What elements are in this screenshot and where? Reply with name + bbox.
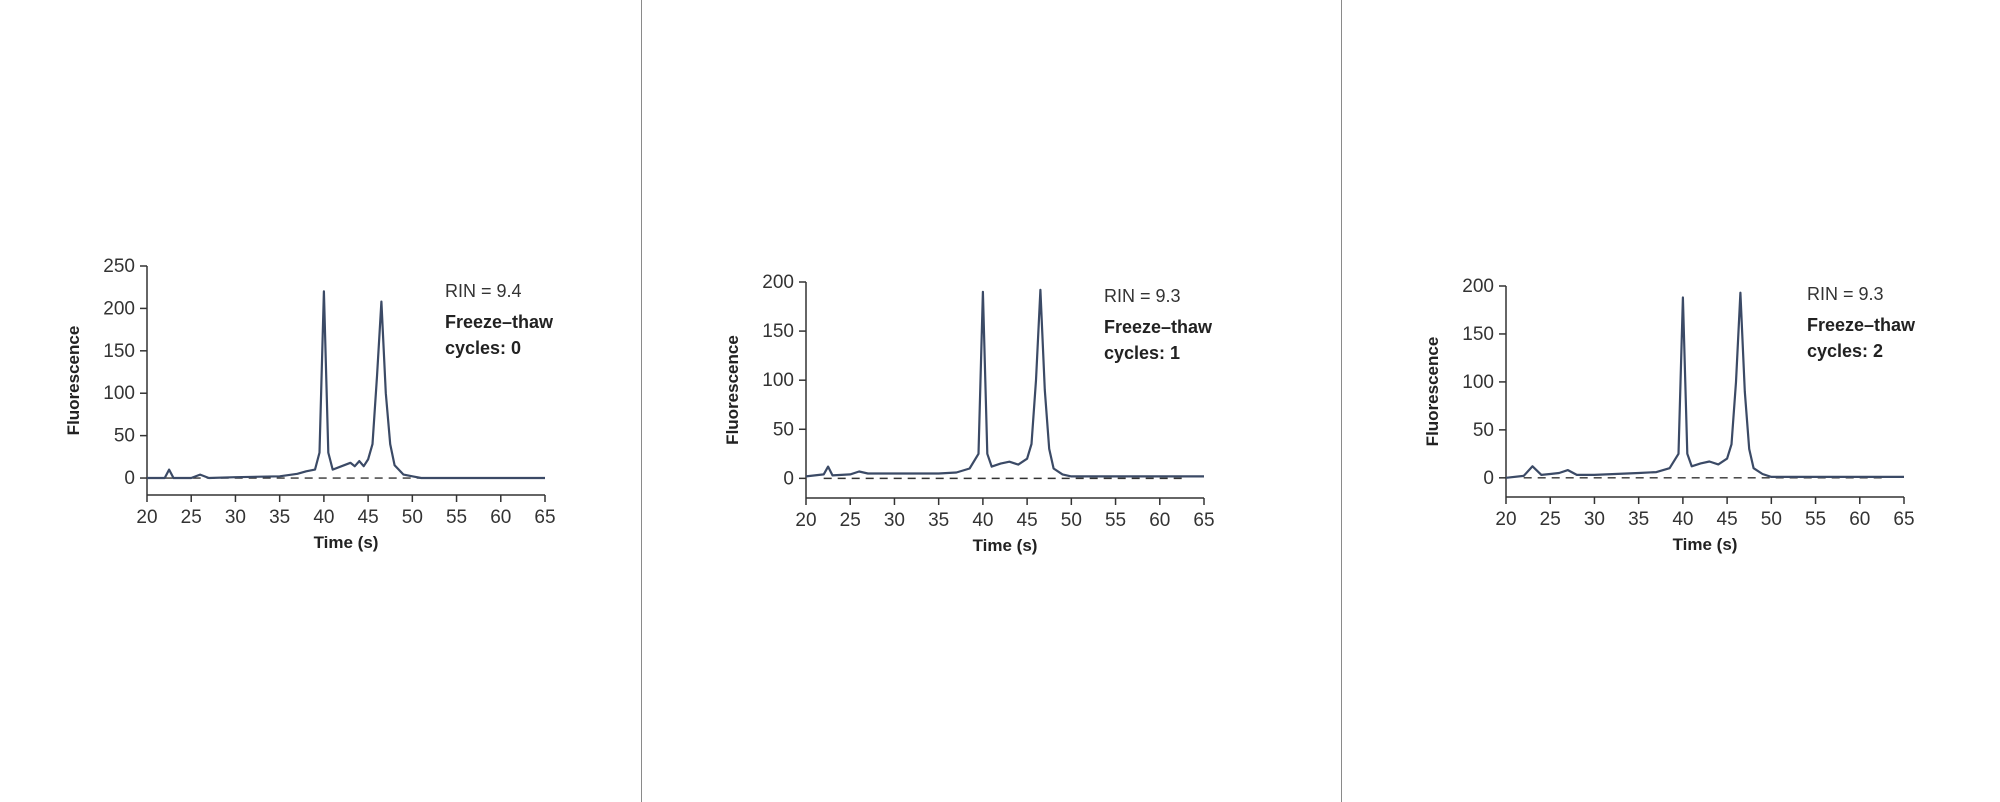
chart-panel-3: 0 50 100 150 200 20 25 30 35 40 45 50 55 60 65 Time (s)… [1342,0,2000,802]
y-tick-label: 200 [1462,276,1494,297]
x-tick-label: 40 [313,507,334,528]
panel-divider-1 [641,0,642,802]
x-tick-label: 40 [1672,509,1693,530]
x-tick-label: 35 [269,507,290,528]
x-tick-label: 50 [1061,510,1082,531]
x-tick-label: 60 [1849,509,1870,530]
x-tick-label: 60 [1149,510,1170,531]
y-axis-label: Fluorescence [64,326,83,436]
x-tick-label: 60 [490,507,511,528]
x-tick-label: 55 [446,507,467,528]
x-tick-label: 65 [534,507,555,528]
chart-panel-1: 0 50 100 150 200 250 20 25 30 35 40 45 50 55 60 65 Time … [0,0,641,802]
x-axis-label: Time (s) [1673,535,1738,554]
x-axis-label: Time (s) [314,533,379,552]
x-tick-label: 45 [1017,510,1038,531]
y-tick-label: 50 [114,426,135,447]
rin-annotation: RIN = 9.4 [445,281,522,301]
y-tick-label: 100 [1462,372,1494,393]
y-tick-label: 150 [762,321,794,342]
y-tick-label: 50 [773,419,794,440]
x-tick-label: 30 [1584,509,1605,530]
x-tick-label: 30 [884,510,905,531]
x-tick-label: 20 [1495,509,1516,530]
y-tick-label: 50 [1473,420,1494,441]
x-tick-label: 35 [1628,509,1649,530]
x-tick-label: 50 [402,507,423,528]
series-line [805,288,1204,478]
x-tick-label: 25 [1540,509,1561,530]
x-tick-label: 65 [1893,509,1914,530]
rin-annotation: RIN = 9.3 [1104,286,1181,306]
x-tick-label: 20 [136,507,157,528]
x-tick-label: 35 [928,510,949,531]
x-tick-label: 45 [1717,509,1738,530]
y-tick-label: 150 [1462,324,1494,345]
series-line [147,290,545,480]
y-axis-label: Fluorescence [723,335,742,445]
y-tick-label: 100 [762,370,794,391]
x-tick-label: 20 [795,510,816,531]
y-tick-label: 0 [124,468,135,489]
x-tick-label: 50 [1761,509,1782,530]
chart-panel-2: 0 50 100 150 200 20 25 30 35 40 45 50 55 60 65 Time (s)… [642,0,1341,802]
x-tick-label: 55 [1105,510,1126,531]
panel-divider-2 [1341,0,1342,802]
x-tick-label: 25 [840,510,861,531]
y-tick-label: 0 [783,468,794,489]
y-tick-label: 0 [1483,468,1494,489]
x-tick-label: 65 [1193,510,1214,531]
x-tick-label: 40 [972,510,993,531]
y-tick-label: 200 [103,298,135,319]
x-tick-label: 55 [1805,509,1826,530]
freeze-thaw-label: Freeze–thaw [1807,315,1916,335]
rin-annotation: RIN = 9.3 [1807,284,1884,304]
cycles-label: cycles: 1 [1104,343,1180,363]
chart-1: 0 50 100 150 200 250 20 25 30 35 40 45 50 55 60 65 Time … [64,256,556,552]
y-tick-label: 150 [103,341,135,362]
y-tick-label: 250 [103,256,135,277]
freeze-thaw-label: Freeze–thaw [445,312,554,332]
x-axis-label: Time (s) [973,536,1038,555]
y-axis-label: Fluorescence [1423,337,1442,447]
y-tick-label: 100 [103,383,135,404]
x-tick-label: 25 [181,507,202,528]
cycles-label: cycles: 0 [445,338,521,358]
series-line [1505,291,1904,479]
chart-2: 0 50 100 150 200 20 25 30 35 40 45 50 55 60 65 Time (s)… [723,272,1215,555]
cycles-label: cycles: 2 [1807,341,1883,361]
freeze-thaw-label: Freeze–thaw [1104,317,1213,337]
y-tick-label: 200 [762,272,794,293]
x-tick-label: 30 [225,507,246,528]
chart-3: 0 50 100 150 200 20 25 30 35 40 45 50 55 60 65 Time (s)… [1423,276,1916,554]
x-tick-label: 45 [358,507,379,528]
